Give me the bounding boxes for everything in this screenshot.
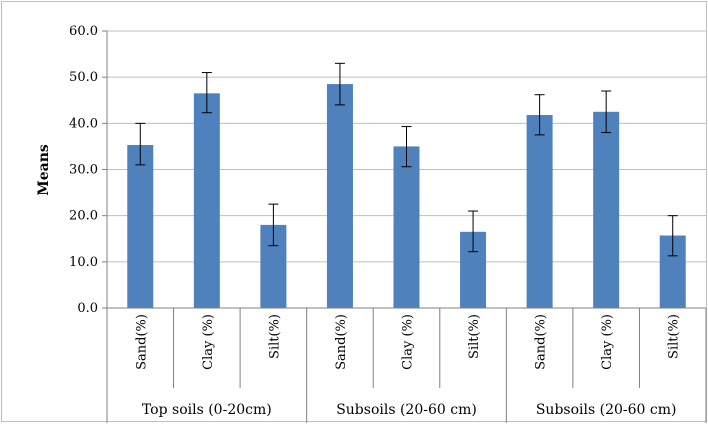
y-axis-title: Means (36, 144, 52, 196)
x-category-label: Sand(%) (134, 314, 149, 370)
x-group-label: Top soils (0-20cm) (142, 402, 272, 418)
x-category-label: Silt(%) (467, 314, 482, 359)
y-tick-label: 10.0 (69, 255, 98, 270)
x-category-label: Clay (%) (201, 314, 216, 370)
x-category-label: Clay (%) (401, 314, 416, 370)
y-tick-label: 60.0 (69, 24, 98, 39)
y-tick-label: 20.0 (69, 209, 98, 224)
axes (102, 30, 707, 423)
bar (526, 115, 553, 308)
bar (127, 145, 154, 308)
y-tick-label: 50.0 (69, 70, 98, 85)
x-category-label: Sand(%) (334, 314, 349, 370)
x-category-label: Clay (%) (600, 314, 615, 370)
x-category-label: Silt(%) (267, 314, 282, 359)
bar (593, 111, 620, 309)
y-tick-label: 0.0 (77, 301, 98, 316)
bar (326, 84, 353, 308)
axis-labels: 0.0 10.0 20.0 30.0 40.0 50.0 60.0 Sand(%) Clay (… (69, 24, 682, 418)
x-group-label: Subsoils (20-60 cm) (536, 402, 677, 418)
bars (127, 84, 686, 309)
x-category-label: Sand(%) (534, 314, 549, 370)
bar (193, 93, 220, 308)
error-bars (135, 62, 678, 257)
x-group-label: Subsoils (20-60 cm) (336, 402, 477, 418)
y-tick-label: 30.0 (69, 163, 98, 178)
y-tick-label: 40.0 (69, 116, 98, 131)
bar (393, 146, 420, 308)
x-category-label: Silt(%) (667, 314, 682, 359)
